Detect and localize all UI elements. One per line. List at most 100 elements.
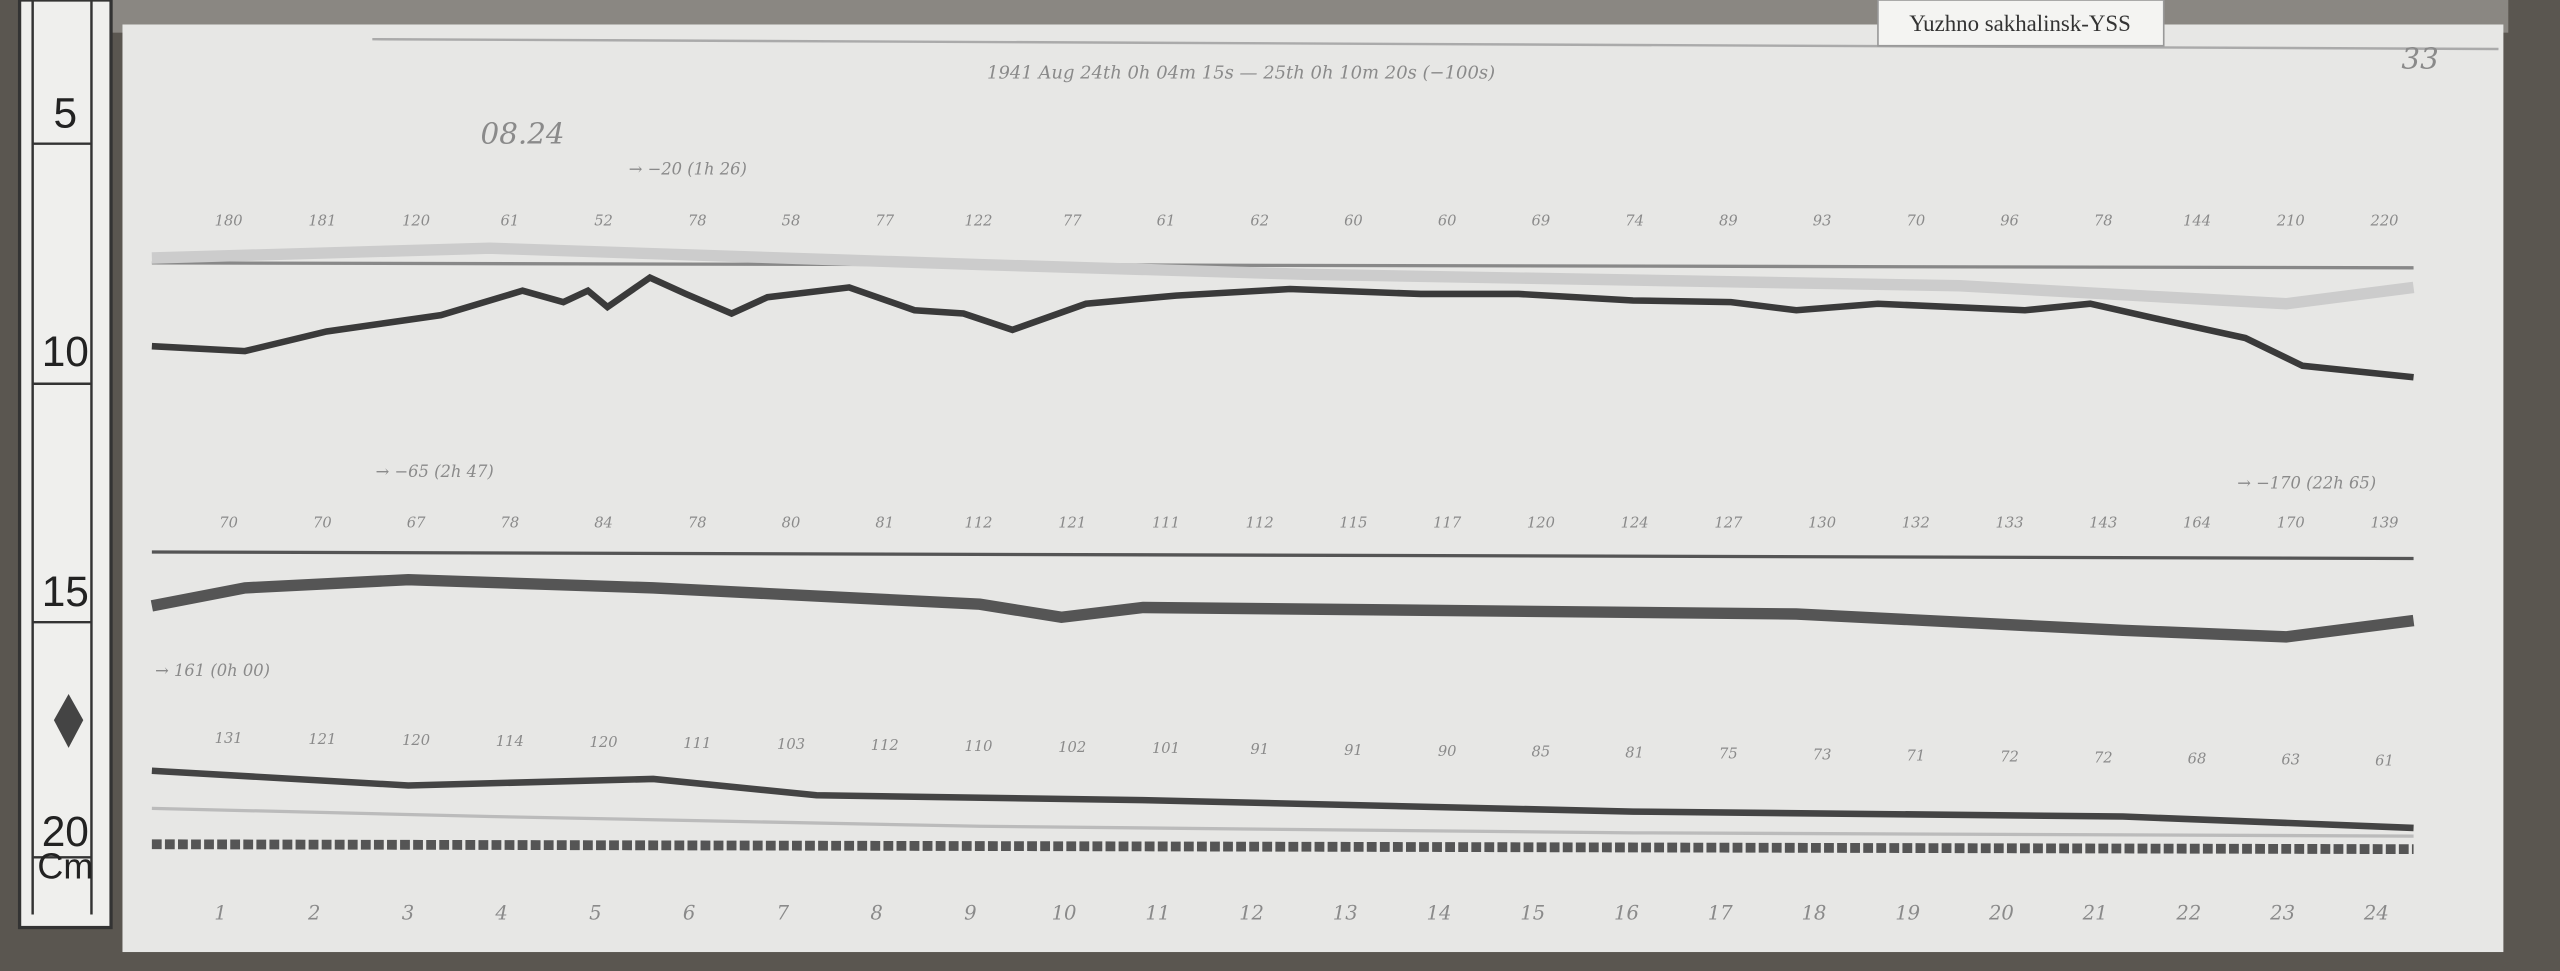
trace-number: 70 (313, 514, 332, 531)
trace-number: 72 (2000, 749, 2019, 766)
trace-number: 117 (1433, 514, 1462, 531)
trace-number: 61 (2375, 753, 2394, 770)
hour-label: 11 (1145, 901, 1170, 924)
ruler-lines (32, 142, 92, 859)
trace-number: 111 (683, 735, 711, 752)
trace-number: 170 (2277, 514, 2305, 531)
trace-number: 120 (402, 732, 430, 749)
trace-number: 52 (594, 212, 613, 229)
trace-number: 58 (782, 212, 801, 229)
trace-number: 110 (964, 738, 992, 755)
ruler-unit: Cm (37, 846, 93, 887)
trace-number: 180 (215, 212, 243, 229)
trace-number: 62 (1250, 212, 1269, 229)
trace-number: 96 (2000, 212, 2019, 229)
trace-number: 181 (308, 212, 336, 229)
trace-note: → −170 (22h 65) (2237, 473, 2376, 492)
header-note: 1941 Aug 24th 0h 04m 15s — 25th 0h 10m 2… (987, 62, 1495, 83)
hour-label: 9 (964, 901, 976, 924)
trace-number: 70 (1906, 212, 1925, 229)
station-label: Yuzhno sakhalinsk-YSS (1909, 11, 2131, 36)
trace-number: 120 (590, 734, 618, 751)
hour-label: 6 (683, 901, 695, 924)
date-note: 08.24 (481, 117, 565, 151)
trace-number: 112 (964, 514, 992, 531)
trace-number: 78 (500, 514, 519, 531)
trace-number: 85 (1532, 744, 1551, 761)
ruler-mark: 20 (42, 808, 89, 855)
hour-label: 22 (2175, 901, 2201, 924)
trace-number: 71 (1906, 748, 1925, 765)
hour-label: 12 (1239, 901, 1264, 924)
ruler-mark: 10 (42, 328, 89, 375)
trace-number: 130 (1808, 514, 1836, 531)
hour-label: 19 (1895, 901, 1920, 924)
trace-number: 143 (2089, 514, 2117, 531)
faint-trace (151, 806, 2414, 838)
hour-label: 17 (1708, 901, 1733, 924)
trace-note: → 161 (0h 00) (155, 661, 270, 680)
traces (150, 242, 2415, 855)
ruler-mark: 5 (54, 89, 78, 136)
trace-number: 61 (500, 212, 519, 229)
hour-label: 3 (402, 901, 414, 924)
trace-number: 72 (2094, 750, 2113, 767)
trace-number: 63 (2281, 752, 2300, 769)
trace-number: 114 (496, 733, 524, 750)
trace-number: 60 (1438, 212, 1457, 229)
trace-number: 67 (407, 514, 426, 531)
hour-label: 13 (1333, 901, 1358, 924)
trace-number: 132 (1902, 514, 1930, 531)
trace-number: 90 (1438, 743, 1457, 760)
trace-number: 131 (215, 730, 243, 747)
hour-label: 14 (1427, 901, 1452, 924)
hour-label: 20 (1988, 901, 2014, 924)
trace-number: 121 (1058, 514, 1086, 531)
trace-number: 210 (2276, 212, 2305, 229)
trace-number: 77 (875, 212, 894, 229)
hour-label: 8 (870, 901, 882, 924)
ruler-mark: 15 (42, 568, 89, 615)
trace-number: 124 (1621, 514, 1649, 531)
trace-number: 112 (1246, 514, 1274, 531)
trace-number: 78 (688, 514, 707, 531)
trace-number: 81 (875, 514, 894, 531)
ruler-diamond (53, 694, 84, 748)
hour-label: 23 (2269, 901, 2295, 924)
hour-label: 7 (777, 901, 790, 924)
trace (151, 273, 2414, 381)
baseline (151, 261, 2414, 270)
hour-label: 4 (494, 901, 507, 924)
trace-number: 69 (1532, 212, 1551, 229)
baseline (151, 550, 2414, 561)
trace-number: 78 (2094, 212, 2113, 229)
trace-number: 60 (1344, 212, 1363, 229)
trace-number: 74 (1625, 212, 1644, 229)
baseline (151, 839, 2414, 855)
hour-label: 18 (1801, 901, 1826, 924)
trace-number: 112 (871, 737, 899, 754)
trace-number: 127 (1714, 514, 1743, 531)
trace-number: 220 (2369, 212, 2398, 229)
trace-number: 75 (1719, 746, 1738, 763)
trace-number: 78 (688, 212, 707, 229)
trace (151, 767, 2414, 832)
paper (122, 24, 2504, 953)
trace-note: → −65 (2h 47) (376, 462, 494, 481)
trace-number: 101 (1152, 740, 1180, 757)
hour-label: 5 (589, 901, 601, 924)
hour-label: 1 (214, 901, 226, 924)
trace-number: 103 (777, 736, 805, 753)
hour-label: 24 (2363, 901, 2389, 924)
trace-number: 120 (1527, 514, 1555, 531)
paper-edge (372, 37, 2499, 51)
hour-label: 16 (1614, 901, 1639, 924)
trace (150, 573, 2415, 643)
trace-number: 91 (1250, 741, 1269, 758)
page-number: 33 (2401, 42, 2438, 76)
trace-number: 91 (1344, 742, 1363, 759)
trace-number: 77 (1063, 212, 1082, 229)
